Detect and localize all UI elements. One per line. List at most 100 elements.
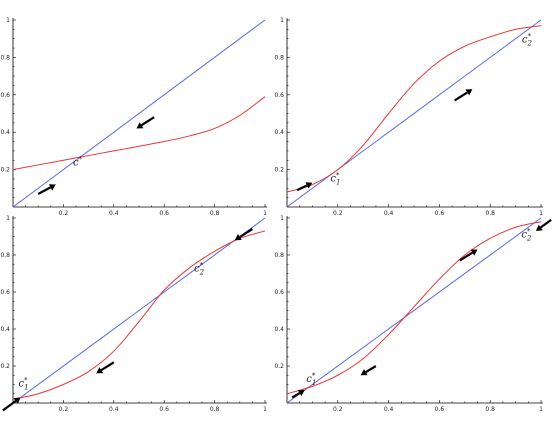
panel-1: 0.2 0.4 0.6 0.8 1 0.2 0.4 0.6 0.8 1 c* (0, 17, 267, 217)
fixed-point-sup: * (527, 32, 531, 40)
arrow-head (465, 89, 473, 96)
fixed-point-label: c* 1 (330, 172, 340, 187)
y-tick-label: 0.6 (274, 289, 284, 296)
y-tick-label: 0.8 (274, 252, 284, 259)
x-tick-label: 0.6 (159, 406, 169, 413)
y-tick-label: 0.4 (0, 129, 10, 136)
x-tick-label: 0.8 (210, 406, 220, 413)
arrow-shaft (140, 116, 155, 127)
fixed-point-sup: * (200, 262, 204, 270)
y-tick-label: 0.6 (274, 92, 284, 99)
panel-2: 0.2 0.4 0.6 0.8 10.20.40.60.81c* 1c* 2 (274, 17, 543, 217)
x-tick-label: 0.4 (109, 406, 119, 413)
fixed-point-sup: * (527, 228, 531, 236)
fixed-point-sub: 1 (24, 383, 28, 391)
arrow-head (470, 249, 478, 256)
arrow-head (136, 122, 144, 129)
map-curve (286, 25, 542, 193)
y-tick-label: 0.6 (0, 289, 10, 296)
fixed-point-base: c (330, 174, 336, 185)
arrow-shaft (459, 251, 473, 262)
arrow-head (96, 367, 104, 374)
arrow-head (305, 182, 313, 189)
fixed-point-label: c* 2 (194, 262, 205, 277)
x-tick-label: 0.4 (384, 406, 394, 413)
arrow-head (48, 184, 56, 191)
flow-arrow (535, 218, 552, 231)
arrow-shaft (239, 228, 253, 238)
fixed-point-label: c* 1 (19, 376, 29, 391)
map-curve (286, 221, 542, 395)
x-tick-label: 0.2 (333, 210, 343, 217)
fixed-point-sup: * (312, 372, 316, 380)
arrow-head (234, 234, 242, 241)
x-tick-label: 0.6 (159, 210, 169, 217)
identity-line (12, 19, 266, 208)
arrow-shaft (291, 392, 301, 399)
map-curve (12, 230, 266, 400)
identity-line (286, 217, 542, 404)
arrow-shaft (365, 365, 377, 374)
fixed-point-sup: * (336, 172, 340, 180)
fixed-point-base: c (306, 374, 312, 385)
fixed-point-sub: 2 (199, 269, 205, 277)
fixed-point-label: c* (73, 156, 83, 169)
fixed-point-base: c (194, 264, 200, 275)
flow-arrow (96, 361, 115, 374)
identity-line (286, 19, 542, 208)
fixed-point-sup: * (24, 376, 28, 384)
arrow-shaft (296, 184, 308, 192)
fixed-point-sub: 1 (336, 179, 340, 187)
flow-arrow (234, 228, 253, 241)
y-tick-label: 1 (6, 215, 10, 222)
fixed-point-base: c (19, 378, 25, 389)
panel-4: 0.2 0.4 0.6 0.8 10.20.40.60.81c* 1c* 2 (274, 215, 552, 413)
arrow-shaft (100, 361, 115, 372)
arrow-shaft (454, 91, 468, 102)
fixed-point-label: c* 1 (306, 372, 316, 387)
x-tick-label: 0.4 (384, 210, 394, 217)
arrow-head (297, 390, 305, 397)
y-tick-label: 0.6 (0, 92, 10, 99)
fixed-point-sup: * (79, 156, 83, 164)
arrow-shaft (2, 400, 17, 412)
y-tick-label: 1 (280, 17, 284, 24)
fixed-point-base: c (521, 230, 527, 241)
x-tick-label: 0.2 (59, 210, 69, 217)
y-tick-label: 1 (6, 17, 10, 24)
x-tick-label: 0.8 (210, 210, 220, 217)
y-tick-label: 0.4 (274, 129, 284, 136)
flow-arrow (136, 116, 155, 129)
fixed-point-base: c (522, 34, 528, 45)
arrow-shaft (540, 218, 552, 229)
identity-line (12, 217, 266, 404)
x-tick-label: 1 (263, 210, 267, 217)
y-tick-label: 0.4 (274, 326, 284, 333)
flow-arrow (291, 390, 305, 399)
flow-arrow (37, 184, 56, 195)
flow-arrow (2, 397, 21, 412)
x-tick-label: 1 (263, 406, 267, 413)
y-tick-label: 0.4 (0, 326, 10, 333)
fixed-point-sub: 2 (526, 39, 532, 47)
x-tick-label: 0.8 (485, 406, 495, 413)
y-tick-label: 0.2 (0, 363, 10, 370)
x-tick-label: 0.2 (59, 406, 69, 413)
x-tick-label: 1 (539, 406, 543, 413)
flow-arrow (360, 365, 377, 376)
fixed-point-label: c* 2 (521, 228, 532, 243)
arrow-head (360, 369, 368, 376)
y-tick-label: 0.2 (0, 167, 10, 174)
fixed-point-label: c* 2 (522, 32, 533, 47)
flow-arrow (454, 89, 473, 102)
flow-arrow (296, 182, 313, 192)
y-tick-label: 1 (280, 215, 284, 222)
fixed-point-base: c (73, 158, 79, 169)
x-tick-label: 1 (539, 210, 543, 217)
y-tick-label: 0.8 (0, 252, 10, 259)
flow-arrow (459, 249, 478, 262)
y-tick-label: 0.8 (274, 54, 284, 61)
y-tick-label: 0.2 (274, 363, 284, 370)
fixed-point-sub: 1 (312, 379, 316, 387)
